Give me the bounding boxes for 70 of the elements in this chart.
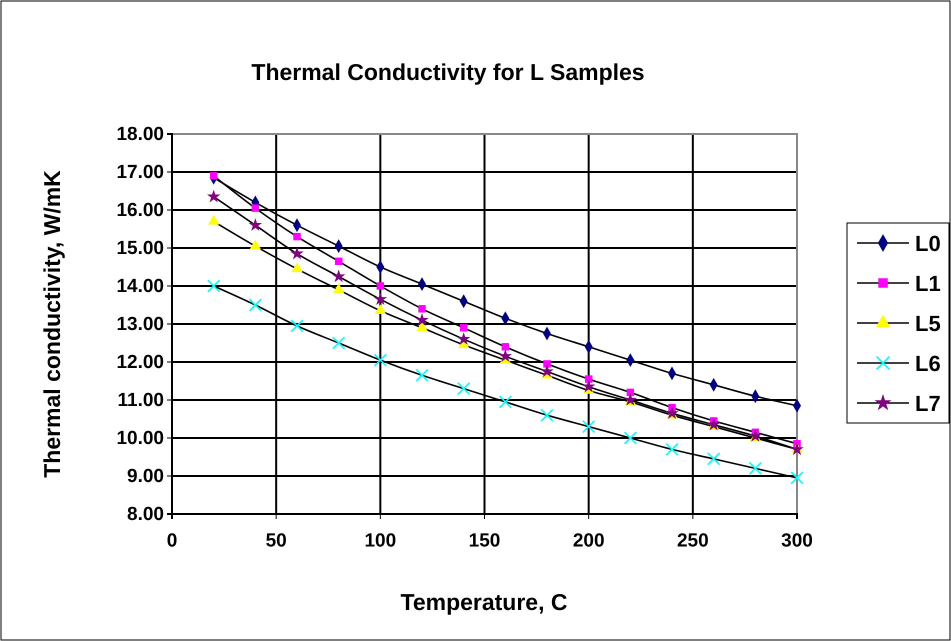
point: [374, 304, 386, 314]
point: [252, 204, 260, 212]
point: [374, 353, 387, 367]
x-tick-label: 150: [468, 530, 500, 552]
point: [290, 246, 304, 260]
point: [626, 388, 634, 396]
point: [748, 462, 762, 476]
point: [790, 442, 804, 456]
point: [207, 190, 220, 202]
point: [502, 343, 510, 351]
point: [248, 218, 262, 231]
point: [582, 420, 596, 434]
point: [457, 382, 470, 396]
x-tick-label: 250: [676, 530, 709, 552]
point: [540, 408, 554, 422]
point: [415, 313, 429, 326]
y-tick-label: 17.00: [116, 162, 164, 184]
x-tick-label: 50: [266, 530, 287, 552]
point: [707, 452, 720, 466]
legend-label: L5: [915, 311, 941, 336]
point: [250, 240, 261, 250]
y-tick-label: 18.00: [116, 124, 164, 146]
point: [543, 360, 551, 368]
point: [460, 324, 468, 332]
legend-label: L1: [915, 271, 941, 296]
point: [624, 431, 637, 445]
point: [290, 319, 304, 333]
point: [582, 380, 596, 392]
point: [790, 471, 804, 485]
point: [208, 214, 220, 225]
point: [540, 364, 554, 378]
point: [333, 283, 344, 294]
y-axis-title: Thermal conductivity, W/mK: [39, 170, 65, 478]
point: [332, 336, 346, 350]
point: [374, 292, 387, 305]
y-tick-label: 16.00: [116, 200, 164, 222]
point: [416, 321, 428, 332]
point: [207, 279, 220, 293]
x-axis-title: Temperature, C: [400, 589, 568, 615]
legend-label: L6: [915, 351, 941, 376]
point: [498, 349, 512, 362]
x-tick-label: 300: [781, 530, 813, 552]
point: [418, 305, 426, 313]
point: [293, 232, 301, 240]
point: [665, 406, 679, 419]
legend-label: L0: [915, 231, 941, 256]
y-tick-label: 8.00: [127, 504, 164, 526]
point: [707, 418, 720, 430]
point: [332, 270, 346, 282]
y-tick-label: 11.00: [118, 390, 164, 412]
point: [376, 282, 384, 290]
point: [291, 262, 303, 272]
x-tick-label: 0: [166, 530, 178, 552]
y-tick-label: 14.00: [116, 276, 164, 298]
point: [248, 298, 262, 312]
y-tick-label: 15.00: [116, 238, 164, 260]
y-tick-label: 12.00: [116, 352, 164, 374]
y-tick-label: 13.00: [116, 314, 164, 336]
point: [415, 368, 429, 382]
point: [665, 442, 679, 456]
point: [457, 332, 470, 345]
y-tick-label: 9.00: [127, 466, 164, 488]
point: [498, 395, 512, 409]
legend-label: L7: [915, 391, 941, 416]
x-tick-label: 100: [364, 530, 396, 552]
point: [334, 258, 342, 266]
point: [584, 375, 592, 383]
y-tick-label: 10.00: [116, 428, 164, 450]
chart-title: Thermal Conductivity for L Samples: [251, 59, 645, 85]
x-tick-label: 200: [572, 530, 605, 552]
